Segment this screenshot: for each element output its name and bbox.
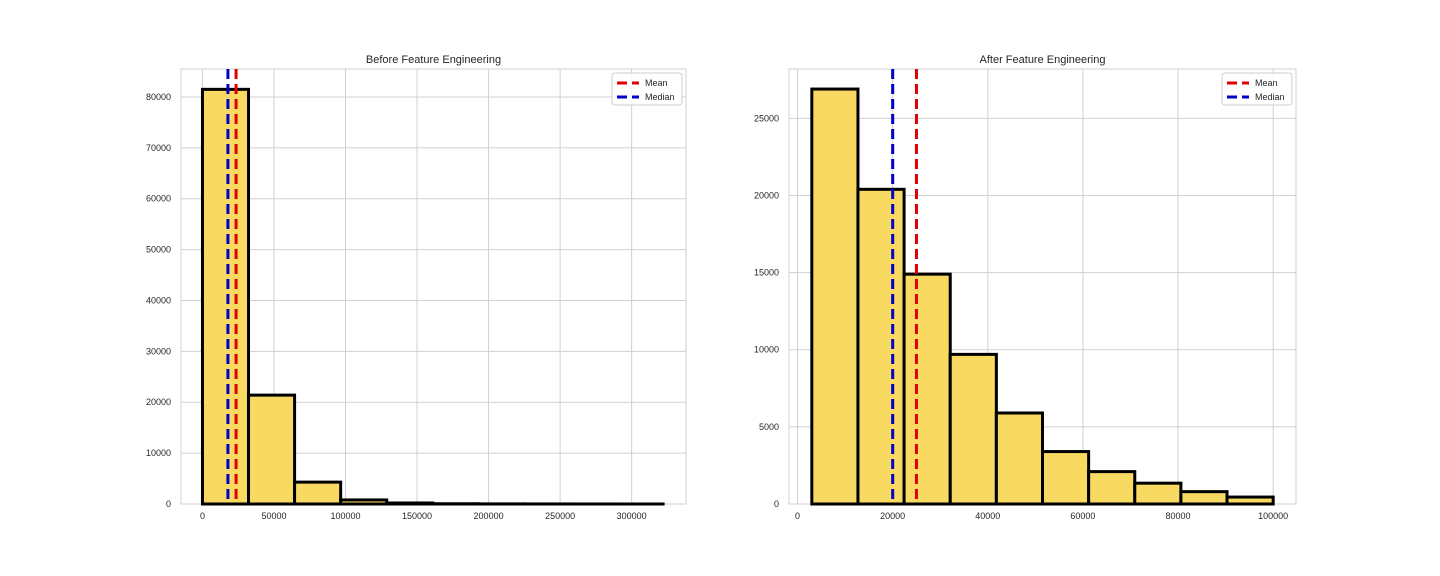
x-tick-label: 200000 (474, 511, 504, 521)
histogram-bar (293, 480, 343, 506)
chart-before: 0 50000 100000 150000 200000 250000 300000 0 100… (146, 54, 687, 521)
legend-box (611, 72, 683, 106)
x-tick-label: 20000 (880, 511, 905, 521)
chart-title: After Feature Engineering (980, 54, 1106, 66)
x-tick-label: 250000 (545, 511, 575, 521)
chart-title: Before Feature Engineering (366, 54, 501, 66)
x-tick-label: 40000 (975, 511, 1000, 521)
y-tick-label: 80000 (146, 92, 171, 102)
x-tick-label: 100000 (330, 511, 360, 521)
y-tick-label: 20000 (754, 190, 779, 200)
y-tick-label: 20000 (146, 397, 171, 407)
legend-label: Mean (645, 78, 668, 88)
legend-box (1221, 72, 1293, 106)
histogram-bar (856, 187, 906, 506)
legend: Mean Median (1221, 72, 1293, 106)
histogram-bar (339, 498, 389, 506)
x-tick-label: 0 (200, 511, 205, 521)
histogram-bar (810, 87, 860, 506)
x-tick-label: 50000 (261, 511, 286, 521)
histogram-bar (200, 87, 251, 506)
histogram-bar (994, 411, 1044, 506)
histogram-bar (1041, 450, 1091, 506)
y-tick-label: 60000 (146, 194, 171, 204)
x-tick-label: 300000 (617, 511, 647, 521)
legend-label: Median (1255, 92, 1285, 102)
histogram-bar (247, 393, 297, 506)
histogram-bar (1225, 495, 1275, 506)
x-tick-label: 0 (795, 511, 800, 521)
chart-after: 0 20000 40000 60000 80000 100000 0 5000 10000 150… (754, 54, 1297, 521)
y-tick-label: 0 (166, 499, 171, 509)
histogram-bar (1133, 481, 1183, 506)
y-tick-label: 40000 (146, 295, 171, 305)
y-tick-label: 10000 (754, 345, 779, 355)
y-tick-label: 50000 (146, 245, 171, 255)
histogram-bar (948, 352, 998, 506)
legend-label: Mean (1255, 78, 1278, 88)
y-tick-label: 70000 (146, 143, 171, 153)
y-tick-label: 10000 (146, 448, 171, 458)
histogram-bar (1087, 470, 1137, 506)
y-tick-label: 25000 (754, 113, 779, 123)
y-tick-label: 0 (774, 499, 779, 509)
legend: Mean Median (611, 72, 683, 106)
y-tick-label: 15000 (754, 268, 779, 278)
y-tick-label: 5000 (759, 422, 779, 432)
histogram-bar (385, 501, 435, 506)
y-tick-label: 30000 (146, 346, 171, 356)
x-tick-label: 150000 (402, 511, 432, 521)
x-tick-label: 60000 (1070, 511, 1095, 521)
legend-label: Median (645, 92, 675, 102)
x-tick-label: 80000 (1166, 511, 1191, 521)
histogram-bar (902, 272, 952, 506)
histogram-bar (1179, 490, 1229, 506)
x-tick-label: 100000 (1258, 511, 1288, 521)
